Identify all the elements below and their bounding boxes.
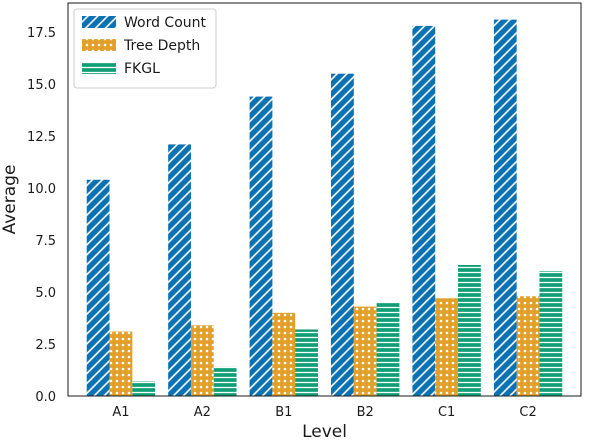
y-tick-label: 10.0 bbox=[27, 182, 56, 197]
y-tick-label: 2.5 bbox=[35, 338, 56, 353]
bar-word-count-b1 bbox=[249, 96, 273, 396]
y-tick-label: 15.0 bbox=[27, 78, 56, 93]
bar-fkgl-b1 bbox=[295, 329, 318, 396]
bar-fkgl-a2 bbox=[213, 366, 237, 396]
bar-tree-depth-a1 bbox=[109, 331, 133, 396]
bars-layer bbox=[86, 19, 563, 397]
bar-word-count-a1 bbox=[86, 179, 110, 396]
legend: Word Count Tree Depth FKGL bbox=[73, 8, 217, 89]
y-tick-label: 17.5 bbox=[27, 26, 56, 41]
y-tick-label: 12.5 bbox=[27, 130, 56, 145]
x-tick-label: A1 bbox=[112, 405, 129, 420]
bar-word-count-c1 bbox=[412, 25, 436, 397]
bar-tree-depth-c1 bbox=[435, 298, 459, 396]
y-tick-label: 0.0 bbox=[35, 390, 56, 405]
x-axis-title: Level bbox=[302, 422, 347, 440]
legend-label: Tree Depth bbox=[123, 38, 200, 54]
x-tick-label: B1 bbox=[275, 405, 292, 420]
bar-fkgl-c2 bbox=[539, 271, 563, 396]
y-axis-title: Average bbox=[0, 165, 20, 235]
bar-tree-depth-c2 bbox=[516, 296, 540, 396]
bar-tree-depth-b2 bbox=[353, 306, 377, 396]
x-tick-label: A2 bbox=[194, 405, 211, 420]
legend-swatch bbox=[82, 62, 116, 74]
x-tick-label: C2 bbox=[519, 405, 536, 420]
legend-label: Word Count bbox=[124, 15, 207, 31]
bar-word-count-b2 bbox=[331, 73, 354, 396]
plot-area-frame bbox=[67, 2, 582, 397]
bar-word-count-a2 bbox=[168, 144, 191, 396]
x-tick-label: C1 bbox=[438, 405, 455, 420]
legend-label: FKGL bbox=[124, 61, 160, 77]
ticks-layer: A1 A2 B1 B2 C1 C2 0.0 2.5 5.0 7.5 10.0 12.5 15.0 17.5 bbox=[27, 26, 537, 420]
bar-tree-depth-a2 bbox=[190, 325, 214, 396]
bar-tree-depth-b1 bbox=[272, 312, 296, 396]
legend-swatch bbox=[82, 39, 116, 51]
bar-fkgl-c1 bbox=[458, 265, 481, 396]
y-tick-label: 5.0 bbox=[35, 286, 56, 301]
x-tick-label: B2 bbox=[357, 405, 374, 420]
bar-fkgl-a1 bbox=[132, 381, 156, 396]
legend-swatch bbox=[82, 16, 116, 28]
bar-fkgl-b2 bbox=[376, 302, 400, 396]
bar-word-count-c2 bbox=[493, 19, 517, 396]
y-tick-label: 7.5 bbox=[35, 234, 56, 249]
